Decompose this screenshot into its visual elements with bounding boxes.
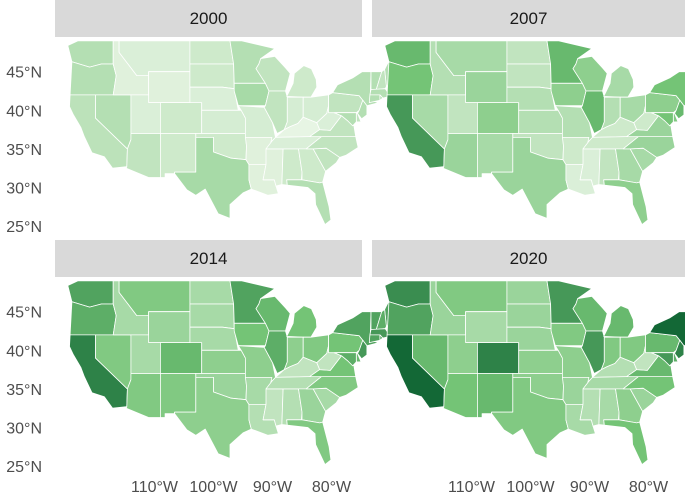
latitude-tick-label: 45°N [6,65,42,82]
state-il [580,330,605,374]
panel-2020: 2020 [372,240,685,466]
state-fl [603,419,649,466]
state-sd [506,63,552,90]
state-nd [189,280,235,305]
longitude-tick-label: 110°W [448,479,496,496]
state-tx [491,136,569,219]
state-nd [506,40,551,65]
state-fl [286,419,332,466]
panel-title: 2014 [190,249,228,268]
state-ny [649,71,685,107]
latitude-tick-label: 25°N [6,459,42,476]
state-co [476,342,520,374]
state-ks [518,109,563,134]
state-fl [286,179,332,226]
longitude-tick-label: 110°W [131,479,179,496]
longitude-tick-label: 100°W [189,479,238,496]
state-wy [465,71,508,103]
state-wy [465,311,508,344]
panel-strip [55,240,362,277]
panel-title: 2000 [190,9,228,28]
state-wy [148,311,191,344]
panel-title: 2020 [510,249,548,268]
state-ia [550,82,587,107]
panel-strip [372,240,685,277]
latitude-tick-label: 25°N [6,219,42,236]
state-il [263,330,288,374]
state-or [386,301,434,336]
state-ri [379,94,384,101]
state-ia [233,82,270,107]
panels-group: 2000 2007 2014 2020 [55,0,685,466]
state-ks [201,109,246,134]
state-nm [159,133,197,178]
latitude-tick-label: 40°N [6,103,42,120]
state-ny [649,311,685,347]
state-nh [375,69,387,90]
state-nh [375,308,387,330]
longitude-tick-label: 90°W [570,479,610,496]
state-fl [603,179,649,226]
latitude-axis: 45°N 40°N 35°N 30°N 25°N 45°N 40°N 35°N 30°N 25°N [6,65,42,476]
state-co [159,342,203,374]
state-nd [189,40,235,65]
latitude-tick-label: 30°N [6,181,42,198]
state-tx [174,136,252,219]
state-ia [233,322,270,347]
panel-2000: 2000 [55,0,409,226]
latitude-tick-label: 45°N [6,305,42,322]
longitude-tick-label: 90°W [253,479,293,496]
state-tx [491,376,569,459]
state-nm [159,373,197,418]
latitude-tick-label: 35°N [6,142,42,159]
latitude-tick-label: 30°N [6,421,42,438]
state-il [263,90,288,134]
state-il [580,90,605,134]
state-md [333,352,357,367]
state-sd [189,303,235,330]
state-ks [518,349,563,374]
state-nm [476,133,514,178]
state-sd [189,63,235,90]
state-ks [201,349,246,374]
state-nd [506,280,551,305]
state-sd [506,303,552,330]
panel-title: 2007 [510,9,548,28]
state-wy [148,71,191,103]
longitude-tick-label: 80°W [629,479,669,496]
panel-strip [372,0,685,37]
state-or [69,301,117,336]
state-co [159,102,203,134]
state-ri [379,334,384,341]
panel-2007: 2007 [372,0,685,226]
state-or [69,61,117,96]
state-or [386,61,434,96]
state-ia [550,322,587,347]
latitude-tick-label: 35°N [6,382,42,399]
longitude-axis: 110°W 100°W 90°W 80°W 110°W 100°W 90°W 80°W [131,479,669,496]
state-md [333,112,357,127]
state-tx [174,376,252,459]
longitude-tick-label: 100°W [506,479,555,496]
panel-strip [55,0,362,37]
state-co [476,102,520,134]
latitude-tick-label: 40°N [6,343,42,360]
state-md [651,112,674,127]
longitude-tick-label: 80°W [312,479,352,496]
panel-2014: 2014 [55,240,409,466]
state-nm [476,373,514,418]
state-md [651,352,674,367]
